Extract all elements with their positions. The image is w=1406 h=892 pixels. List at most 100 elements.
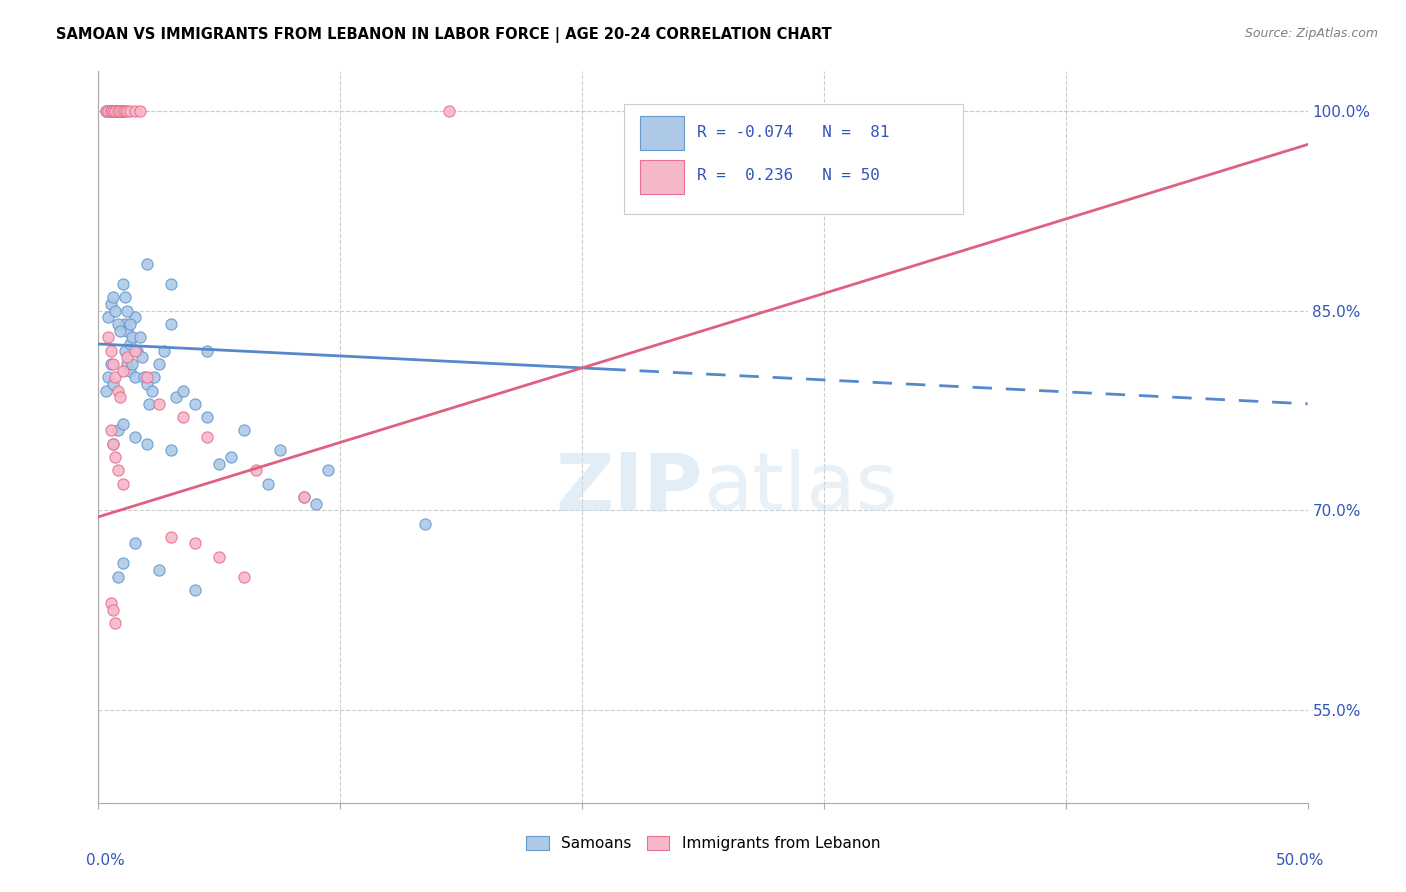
Point (94, 104, 117, 119)
Point (148, 357, 170, 371)
Point (124, 370, 146, 384)
Point (94, 802, 117, 816)
Point (97, 310, 120, 325)
Point (100, 596, 122, 610)
Point (94, 384, 117, 398)
Text: 50.0%: 50.0% (1277, 854, 1324, 868)
Point (101, 436, 124, 450)
Point (97, 104, 120, 119)
Point (118, 337, 141, 351)
Point (101, 104, 124, 119)
Point (104, 370, 127, 384)
Point (101, 104, 124, 119)
Point (94, 104, 117, 119)
Point (138, 397, 160, 411)
Point (111, 104, 134, 119)
Point (100, 297, 122, 311)
Point (104, 450, 127, 464)
Point (117, 104, 139, 119)
Point (104, 616, 127, 631)
Point (124, 343, 146, 358)
Point (101, 436, 124, 450)
Point (101, 376, 124, 391)
Point (97, 330, 120, 344)
Point (269, 443, 291, 458)
Text: atlas: atlas (703, 450, 897, 527)
FancyBboxPatch shape (624, 104, 963, 214)
Point (101, 357, 124, 371)
Point (97, 370, 120, 384)
Point (117, 357, 139, 371)
Point (437, 104, 460, 119)
Point (108, 104, 131, 119)
Point (118, 104, 141, 119)
Text: R = -0.074   N =  81: R = -0.074 N = 81 (697, 125, 890, 139)
FancyBboxPatch shape (640, 160, 683, 194)
Point (292, 490, 315, 504)
Point (111, 363, 134, 377)
Point (104, 303, 127, 318)
Point (107, 317, 129, 331)
Point (305, 497, 328, 511)
Point (104, 104, 127, 119)
Point (127, 343, 149, 358)
Point (107, 424, 129, 438)
Point (172, 410, 194, 425)
Point (160, 277, 183, 292)
Point (413, 516, 436, 531)
Point (128, 104, 150, 119)
Point (124, 536, 146, 550)
Point (107, 104, 129, 119)
Point (172, 384, 194, 398)
Point (114, 104, 136, 119)
Point (165, 390, 187, 404)
Point (107, 104, 129, 119)
Point (117, 303, 139, 318)
Point (128, 330, 150, 344)
Point (679, 815, 702, 830)
Point (184, 536, 207, 550)
Point (141, 384, 163, 398)
Point (195, 430, 218, 444)
Point (101, 104, 124, 119)
Point (101, 104, 124, 119)
Point (97, 104, 120, 119)
Point (316, 463, 339, 477)
Point (221, 450, 243, 464)
Point (114, 290, 136, 304)
Point (107, 570, 129, 584)
Point (245, 463, 267, 477)
Point (704, 809, 727, 823)
Point (184, 397, 207, 411)
Point (160, 443, 183, 458)
Point (100, 104, 122, 119)
Text: R =  0.236   N = 50: R = 0.236 N = 50 (697, 169, 880, 184)
Point (101, 290, 124, 304)
Point (135, 370, 157, 384)
Point (256, 476, 278, 491)
Point (195, 410, 218, 425)
Text: 0.0%: 0.0% (86, 854, 125, 868)
Point (184, 582, 207, 597)
Point (114, 317, 136, 331)
Point (100, 357, 122, 371)
Point (111, 476, 134, 491)
FancyBboxPatch shape (640, 116, 683, 150)
Text: Source: ZipAtlas.com: Source: ZipAtlas.com (1244, 27, 1378, 40)
Point (117, 324, 139, 338)
Point (118, 317, 141, 331)
Point (124, 430, 146, 444)
Point (135, 436, 157, 450)
Point (148, 563, 170, 577)
Point (100, 104, 122, 119)
Point (134, 370, 156, 384)
Point (111, 417, 134, 431)
Point (121, 330, 143, 344)
Point (108, 104, 131, 119)
Point (114, 343, 136, 358)
Point (104, 104, 127, 119)
Point (111, 104, 134, 119)
Point (292, 490, 315, 504)
Point (131, 351, 153, 365)
Point (160, 530, 183, 544)
